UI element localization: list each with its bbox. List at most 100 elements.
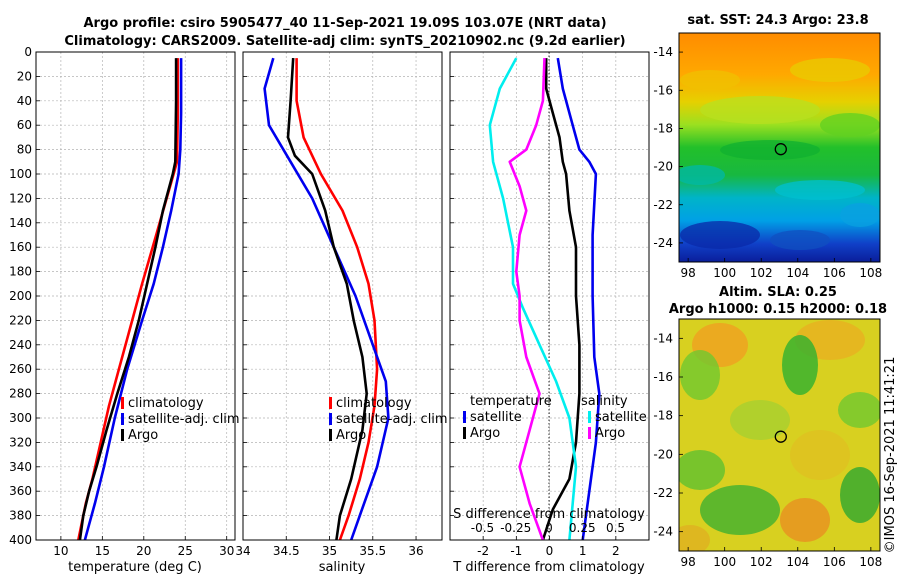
series-climatology — [77, 58, 180, 541]
map-x-tick-label: 100 — [713, 555, 736, 569]
map-y-tick-label: -18 — [653, 409, 673, 423]
salinity-panel: 34 34.5 35 35.5 36 salinity climatology sate… — [235, 51, 448, 575]
y-tick-label: 160 — [9, 240, 32, 254]
map-y-tick-label: -20 — [653, 160, 673, 174]
series-t-argo — [541, 58, 581, 541]
s-tick-label: 0.25 — [569, 521, 596, 535]
temperature-series — [77, 58, 183, 541]
x-tick-label: 2 — [612, 544, 620, 558]
map-y-tick-label: -14 — [653, 331, 673, 345]
map-x-tick-label: 108 — [859, 266, 882, 280]
salinity-grid — [242, 51, 442, 541]
map-y-tick-label: -16 — [653, 370, 673, 384]
y-tick-label: 60 — [17, 118, 32, 132]
sla-map-ticks: 98 100 102 104 106 108 -24 -22 -20 -18 -16 -14 — [653, 331, 882, 569]
temperature-ticks: 0 20 40 60 80 100 120 140 160 180 200 220 240 260 280 3… — [9, 45, 234, 558]
difference-xlabel: T difference from climatology — [452, 560, 645, 575]
sla-patch — [780, 498, 830, 542]
map-y-tick-label: -24 — [653, 236, 673, 250]
y-tick-label: 140 — [9, 216, 32, 230]
temperature-panel: 0 20 40 60 80 100 120 140 160 180 200 220 240 260 280 3… — [9, 45, 240, 575]
salinity-difference-label: S difference from climatology — [453, 507, 645, 522]
legend-s-argo-swatch — [588, 427, 591, 439]
legend-argo: Argo — [128, 428, 158, 443]
y-tick-label: 220 — [9, 313, 32, 327]
series-s-satellite — [488, 57, 578, 541]
x-tick-label: 34.5 — [273, 544, 300, 558]
y-tick-label: 20 — [17, 69, 32, 83]
legend-t-satellite-swatch — [463, 411, 466, 423]
series-climatology — [295, 58, 379, 541]
y-tick-label: 320 — [9, 435, 32, 449]
footer-timestamp: ©IMOS 16-Sep-2021 11:41:21 — [883, 357, 898, 554]
sla-map-title: Altim. SLA: 0.25 — [719, 285, 837, 300]
series-s-argo — [508, 58, 546, 541]
legend-t-argo: Argo — [470, 426, 500, 441]
y-tick-label: 100 — [9, 167, 32, 181]
sst-patch — [820, 113, 880, 137]
y-tick-label: 300 — [9, 411, 32, 425]
series-satellite-adj-clim — [263, 57, 390, 541]
legend-s-satellite-swatch — [588, 411, 591, 423]
difference-ticks: -2 -1 0 1 2 -0.5 -0.25 0 0.25 0.5 — [450, 51, 625, 558]
legend-salinity-title: salinity — [581, 394, 628, 409]
y-tick-label: 340 — [9, 460, 32, 474]
sst-map-title: sat. SST: 24.3 Argo: 23.8 — [687, 13, 868, 28]
map-x-tick-label: 98 — [680, 266, 695, 280]
x-tick-label: 36 — [408, 544, 423, 558]
x-tick-label: 1 — [579, 544, 587, 558]
legend-s-satellite: satellite — [595, 410, 647, 425]
map-y-tick-label: -20 — [653, 447, 673, 461]
x-tick-label: 35.5 — [359, 544, 386, 558]
s-tick-label: -0.25 — [500, 521, 531, 535]
temperature-legend: climatology satellite-adj. clim Argo — [121, 396, 240, 443]
sst-patch — [679, 165, 725, 185]
sst-map-frame — [678, 32, 881, 263]
series-satellite-adj-clim — [83, 58, 183, 541]
y-tick-label: 80 — [17, 143, 32, 157]
figure-title-line2: Climatology: CARS2009. Satellite-adj cli… — [64, 34, 625, 49]
legend-satellite: satellite-adj. clim — [336, 412, 448, 427]
legend-t-argo-swatch — [463, 427, 466, 439]
legend-climatology-swatch — [121, 397, 124, 409]
legend-temperature-title: temperature — [470, 394, 552, 409]
salinity-ticks: 34 34.5 35 35.5 36 — [235, 51, 424, 558]
sla-map: Altim. SLA: 0.25 Argo h1000: 0.15 h2000:… — [653, 285, 887, 569]
difference-panel: -2 -1 0 1 2 -0.5 -0.25 0 0.25 0.5 T difference fr… — [449, 51, 650, 575]
x-tick-label: 25 — [178, 544, 193, 558]
difference-series — [488, 57, 601, 541]
series-argo — [78, 58, 178, 541]
y-tick-label: 400 — [9, 533, 32, 547]
map-x-tick-label: 106 — [823, 266, 846, 280]
argo-location-marker — [774, 143, 787, 156]
salinity-xlabel: salinity — [319, 560, 366, 575]
sla-map-frame — [678, 318, 881, 552]
y-tick-label: 260 — [9, 362, 32, 376]
x-tick-label: 0 — [546, 544, 554, 558]
argo-location-marker — [774, 430, 787, 443]
map-y-tick-label: -24 — [653, 525, 673, 539]
sla-patches — [679, 320, 880, 551]
legend-satellite-swatch — [121, 413, 124, 425]
x-tick-label: -2 — [477, 544, 489, 558]
x-tick-label: 35 — [322, 544, 337, 558]
sla-patch — [782, 335, 818, 395]
s-tick-label: 0.5 — [606, 521, 625, 535]
map-y-tick-label: -22 — [653, 486, 673, 500]
sst-patch — [700, 96, 820, 124]
y-tick-label: 120 — [9, 191, 32, 205]
sst-map-ticks: 98 100 102 104 106 108 -24 -22 -20 -18 -16 -14 — [653, 45, 882, 280]
y-tick-label: 380 — [9, 509, 32, 523]
y-tick-label: 40 — [17, 94, 32, 108]
map-x-tick-label: 106 — [823, 555, 846, 569]
sla-patch — [679, 450, 725, 490]
map-x-tick-label: 100 — [713, 266, 736, 280]
x-tick-label: -1 — [510, 544, 522, 558]
map-y-tick-label: -16 — [653, 83, 673, 97]
sst-patch — [790, 58, 870, 82]
sst-patch — [770, 230, 830, 250]
map-x-tick-label: 104 — [786, 266, 809, 280]
s-tick-label: -0.5 — [471, 521, 494, 535]
x-tick-label: 10 — [53, 544, 68, 558]
